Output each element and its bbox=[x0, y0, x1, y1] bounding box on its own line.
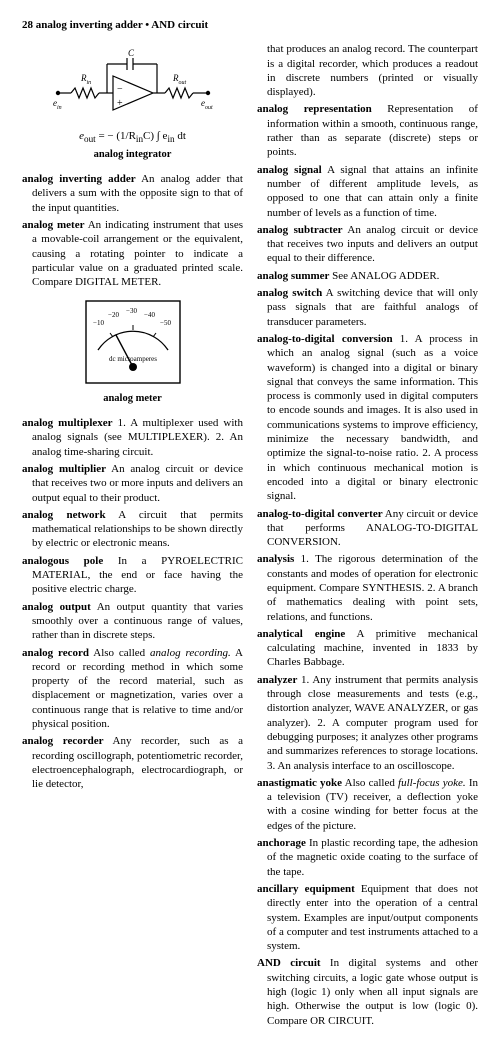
meter-figure: −10 −20 −30 −40 −50 dc microamperes anal… bbox=[22, 295, 243, 406]
entry-analog-signal: analog signal A signal that attains an i… bbox=[257, 163, 478, 220]
svg-text:C: C bbox=[128, 48, 135, 58]
entry-adc: analog-to-digital conversion 1. A proces… bbox=[257, 332, 478, 504]
svg-text:eout: eout bbox=[201, 98, 213, 111]
entry-analog-inverting-adder: analog inverting adder An analog adder t… bbox=[22, 172, 243, 215]
svg-text:+: + bbox=[117, 98, 123, 109]
entry-analog-summer: analog summer See ANALOG ADDER. bbox=[257, 269, 478, 283]
entry-ancillary-equipment: ancillary equipment Equipment that does … bbox=[257, 882, 478, 953]
svg-text:−30: −30 bbox=[126, 307, 137, 315]
two-column-layout: − + Rin bbox=[22, 42, 478, 1031]
entry-analog-subtracter: analog subtracter An analog circuit or d… bbox=[257, 223, 478, 266]
svg-text:−10: −10 bbox=[93, 319, 104, 327]
entry-analysis: analysis 1. The rigorous determination o… bbox=[257, 552, 478, 623]
entry-analog-representation: analog representation Representation of … bbox=[257, 102, 478, 159]
integrator-equation: eout = − (1/RinC) ∫ ein dt bbox=[22, 129, 243, 146]
svg-text:dc microamperes: dc microamperes bbox=[108, 355, 156, 363]
entry-and-circuit: AND circuit In digital systems and other… bbox=[257, 956, 478, 1027]
entry-continuation: that produces an analog record. The coun… bbox=[257, 42, 478, 99]
integrator-schematic-icon: − + Rin bbox=[53, 48, 213, 126]
entry-analytical-engine: analytical engine A primitive mechanical… bbox=[257, 627, 478, 670]
left-column: − + Rin bbox=[22, 42, 243, 1031]
svg-text:−20: −20 bbox=[108, 311, 119, 319]
right-column: that produces an analog record. The coun… bbox=[257, 42, 478, 1031]
entry-analog-network: analog network A circuit that permits ma… bbox=[22, 508, 243, 551]
entry-analyzer: analyzer 1. Any instrument that permits … bbox=[257, 673, 478, 773]
entry-analog-meter: analog meter An indicating instrument th… bbox=[22, 218, 243, 289]
entry-anastigmatic-yoke: anastigmatic yoke Also called full-focus… bbox=[257, 776, 478, 833]
entry-analog-record: analog record Also called analog recordi… bbox=[22, 646, 243, 732]
svg-text:−50: −50 bbox=[160, 319, 171, 327]
entry-analog-recorder: analog recorder Any recorder, such as a … bbox=[22, 734, 243, 791]
svg-text:Rin: Rin bbox=[80, 73, 91, 86]
entry-analogous-pole: analogous pole In a PYROELECTRIC MATERIA… bbox=[22, 554, 243, 597]
svg-text:−: − bbox=[117, 84, 123, 95]
entry-adc-converter: analog-to-digital converter Any circuit … bbox=[257, 507, 478, 550]
svg-text:−40: −40 bbox=[144, 311, 155, 319]
integrator-caption: analog integrator bbox=[22, 148, 243, 162]
svg-text:ein: ein bbox=[53, 98, 62, 111]
entry-analog-output: analog output An output quantity that va… bbox=[22, 600, 243, 643]
integrator-figure: − + Rin bbox=[22, 48, 243, 162]
entry-analog-multiplexer: analog multiplexer 1. A multiplexer used… bbox=[22, 416, 243, 459]
entry-analog-multiplier: analog multiplier An analog circuit or d… bbox=[22, 462, 243, 505]
page-header: 28 analog inverting adder • AND circuit bbox=[22, 18, 478, 32]
entry-anchorage: anchorage In plastic recording tape, the… bbox=[257, 836, 478, 879]
meter-caption: analog meter bbox=[22, 392, 243, 406]
svg-text:Rout: Rout bbox=[172, 73, 187, 86]
entry-analog-switch: analog switch A switching device that wi… bbox=[257, 286, 478, 329]
meter-icon: −10 −20 −30 −40 −50 dc microamperes bbox=[78, 295, 188, 390]
